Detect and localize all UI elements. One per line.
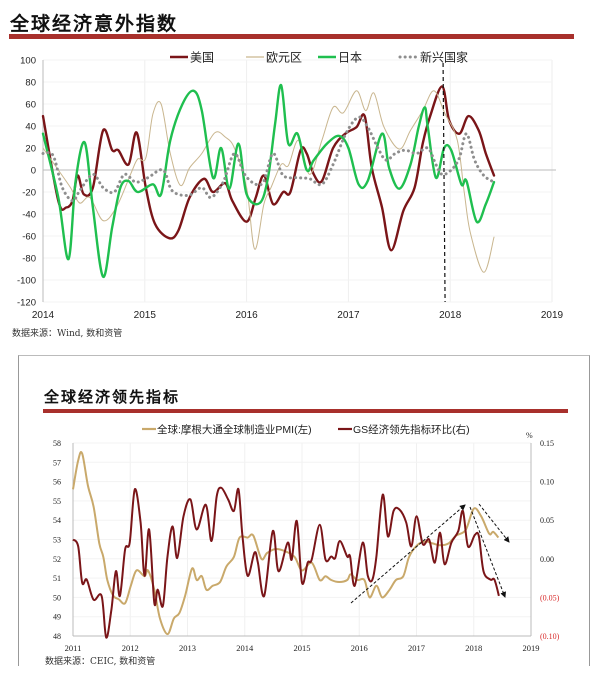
legend-label: 新兴国家 xyxy=(420,50,468,65)
chart1-svg: 2014 2015 2016 2017 2018 2019 100 80 60 40 20 0 -20 -… xyxy=(17,50,564,322)
x-tick-label: 2016 xyxy=(351,643,368,653)
series-line-2 xyxy=(41,84,496,278)
y-tick-label: -120 xyxy=(17,298,36,309)
y2-tick-label: (0.10) xyxy=(540,632,560,641)
y2-tick-label: 0.00 xyxy=(540,555,554,564)
chart2-source: 数据来源：CEIC, 数和资管 xyxy=(45,657,156,667)
y-tick-label: 53 xyxy=(53,536,61,545)
trend-arrow xyxy=(469,506,506,598)
y-tick-label: 51 xyxy=(53,574,61,583)
x-tick-label: 2016 xyxy=(235,310,258,321)
x-tick-label: 2013 xyxy=(179,643,196,653)
legend-label: GS经济领先指标环比(右) xyxy=(353,423,470,436)
trend-arrow xyxy=(478,503,510,543)
y-tick-label: 55 xyxy=(53,497,61,506)
y-tick-label: 57 xyxy=(53,458,61,467)
title-divider xyxy=(9,34,574,39)
series-line-0 xyxy=(72,451,500,636)
chart1-title: 全球经济意外指数 xyxy=(10,13,179,35)
legend-label: 欧元区 xyxy=(266,51,302,65)
y-tick-label: -20 xyxy=(22,188,36,199)
legend-label: 全球:摩根大通全球制造业PMI(左) xyxy=(157,423,312,436)
x-tick-label: 2019 xyxy=(541,310,564,321)
y-tick-label: 0 xyxy=(31,166,36,177)
y-tick-label: -40 xyxy=(22,210,36,221)
y-tick-label: 48 xyxy=(53,632,61,641)
x-tick-label: 2017 xyxy=(337,310,360,321)
y2-tick-label: 0.15 xyxy=(540,439,554,448)
x-tick-label: 2019 xyxy=(523,643,540,653)
legend-label: 日本 xyxy=(338,51,362,65)
y-tick-label: 56 xyxy=(53,478,61,487)
x-tick-label: 2015 xyxy=(134,310,157,321)
chart2-title: 全球经济领先指标 xyxy=(44,388,181,406)
series-line-0 xyxy=(41,85,496,252)
y-tick-label: 50 xyxy=(53,593,61,602)
y-tick-label: 20 xyxy=(25,144,36,155)
x-tick-label: 2015 xyxy=(294,643,311,653)
y-tick-label: 40 xyxy=(25,122,36,133)
y2-tick-label: 0.05 xyxy=(540,516,554,525)
y-tick-label: 100 xyxy=(20,56,36,67)
y-tick-label: -60 xyxy=(22,232,36,243)
y-tick-label: 60 xyxy=(25,100,36,111)
series-line-3 xyxy=(41,115,496,203)
y2-tick-label: 0.10 xyxy=(540,478,554,487)
series-line-1 xyxy=(72,486,500,639)
y-tick-label: 80 xyxy=(25,78,36,89)
x-tick-label: 2018 xyxy=(439,310,462,321)
y2-unit: % xyxy=(526,431,533,440)
x-tick-label: 2018 xyxy=(465,643,482,653)
chart2-frame xyxy=(18,355,590,666)
y-tick-label: 49 xyxy=(53,613,61,622)
chart1-source: 数据来源：Wind, 数和资管 xyxy=(12,329,123,339)
y-tick-label: 58 xyxy=(53,439,61,448)
x-tick-label: 2011 xyxy=(65,643,82,653)
reference-vline xyxy=(442,62,446,303)
y2-tick-label: (0.05) xyxy=(540,593,560,602)
y-tick-label: -100 xyxy=(17,276,36,287)
y-tick-label: 52 xyxy=(53,555,61,564)
x-tick-label: 2012 xyxy=(122,643,139,653)
title-divider-2 xyxy=(43,409,568,413)
y-tick-label: 54 xyxy=(53,516,61,525)
y-tick-label: -80 xyxy=(22,254,36,265)
legend-label: 美国 xyxy=(190,51,214,65)
x-tick-label: 2017 xyxy=(408,643,425,653)
x-tick-label: 2014 xyxy=(32,310,55,321)
x-tick-label: 2014 xyxy=(236,643,254,653)
trend-arrow xyxy=(350,504,466,604)
